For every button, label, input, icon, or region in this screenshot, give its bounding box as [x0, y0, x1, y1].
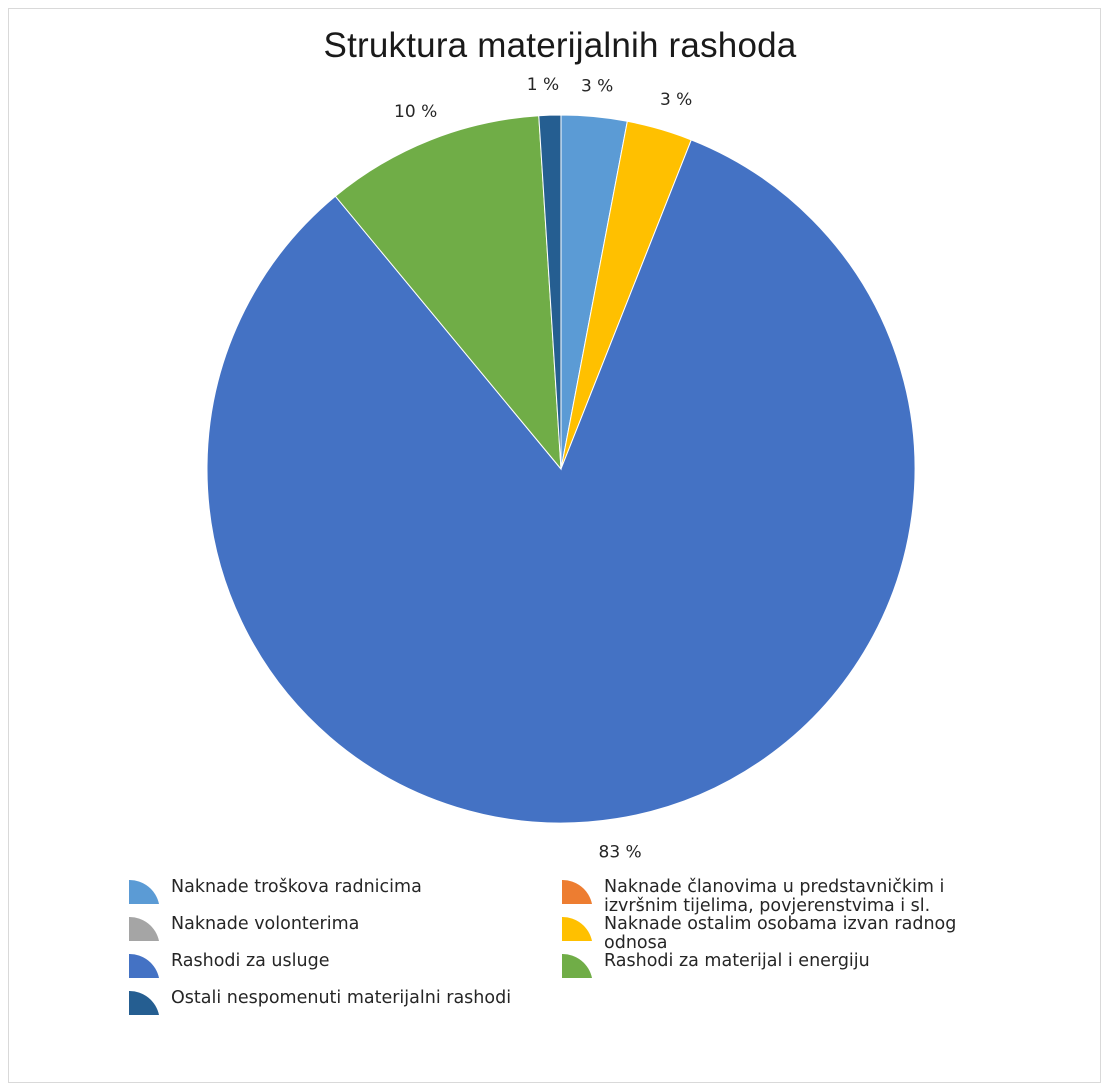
legend-label-5: Rashodi za usluge: [171, 951, 330, 971]
pie-slice-label-6: 10 %: [394, 102, 437, 122]
legend-swatch-4: [562, 916, 592, 941]
legend-item-1: Naknade troškova radnicima: [127, 878, 547, 904]
legend-swatch-3: [129, 916, 159, 941]
pie-slice-label-4: 3 %: [660, 90, 692, 110]
legend-item-2: Naknade članovima u predstavničkim i izv…: [560, 878, 1000, 916]
legend-item-7: Ostali nespomenuti materijalni rashodi: [127, 989, 547, 1015]
pie-slice-6: [334, 115, 562, 471]
pie-slices: [206, 114, 916, 824]
pie-slice-7: [538, 114, 562, 470]
legend-swatch-6: [562, 953, 592, 978]
pie-slice-5: [206, 139, 916, 824]
pie-slice-label-1: 3 %: [581, 77, 613, 97]
legend-item-6: Rashodi za materijal i energiju: [560, 952, 1000, 978]
pie-slice-label-7: 1 %: [527, 75, 559, 95]
legend-swatch-5: [129, 953, 159, 978]
pie-slice-label-5: 83 %: [599, 842, 642, 862]
legend-item-5: Rashodi za usluge: [127, 952, 547, 978]
legend-label-3: Naknade volonterima: [171, 914, 360, 934]
legend-label-1: Naknade troškova radnicima: [171, 877, 422, 897]
legend-label-4: Naknade ostalim osobama izvan radnog odn…: [604, 914, 957, 953]
legend-item-3: Naknade volonterima: [127, 915, 547, 941]
chart-title: Struktura materijalnih rashoda: [323, 26, 797, 65]
legend-swatch-1: [129, 879, 159, 904]
legend-label-7: Ostali nespomenuti materijalni rashodi: [171, 988, 512, 1008]
legend-label-6: Rashodi za materijal i energiju: [604, 951, 870, 971]
legend-label-2: Naknade članovima u predstavničkim i izv…: [604, 877, 945, 916]
legend-item-4: Naknade ostalim osobama izvan radnog odn…: [560, 915, 1000, 953]
legend-swatch-2: [562, 879, 592, 904]
pie-slice-labels: 3 % 3 % 83 % 10 % 1 %: [394, 75, 692, 862]
legend-swatch-7: [129, 990, 159, 1015]
